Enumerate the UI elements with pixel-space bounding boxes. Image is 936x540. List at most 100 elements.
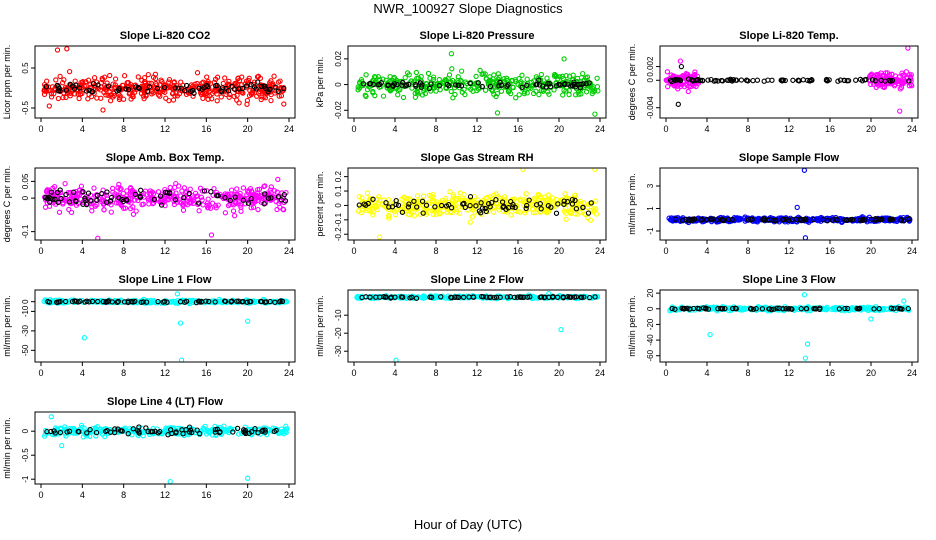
data-point: [125, 298, 131, 304]
data-point: [512, 204, 518, 211]
data-point: [561, 56, 567, 62]
data-points: [355, 51, 601, 117]
data-points: [354, 290, 601, 362]
data-point: [458, 77, 464, 84]
data-point: [281, 85, 287, 92]
data-point: [594, 294, 600, 300]
data-point: [43, 84, 50, 90]
data-point: [467, 80, 473, 87]
data-point: [166, 76, 173, 83]
data-point: [475, 86, 482, 92]
data-point: [64, 46, 70, 52]
data-point: [166, 97, 172, 104]
chart-title: Slope Li-820 Temp.: [739, 30, 838, 42]
data-point: [158, 77, 164, 83]
data-point: [521, 90, 527, 97]
data-point: [412, 81, 419, 88]
data-point: [247, 298, 253, 305]
data-point: [116, 181, 122, 188]
data-point: [105, 83, 112, 89]
data-point: [749, 216, 755, 222]
data-point: [54, 189, 61, 196]
data-point: [478, 200, 484, 206]
y-tick-label: -40: [646, 334, 655, 346]
data-point: [589, 295, 595, 301]
data-point: [524, 76, 530, 82]
data-point: [356, 208, 362, 214]
data-point: [780, 306, 786, 312]
data-point: [689, 216, 696, 222]
data-point: [84, 430, 90, 436]
data-point: [195, 200, 202, 206]
data-point: [580, 204, 586, 211]
data-point: [182, 88, 188, 94]
data-point: [446, 72, 453, 78]
data-point: [460, 294, 467, 300]
data-point: [128, 81, 134, 88]
data-point: [63, 191, 69, 198]
data-point: [178, 200, 185, 206]
y-tick-label: -30: [21, 325, 30, 337]
data-point: [190, 200, 196, 207]
data-point: [512, 208, 519, 214]
data-point: [709, 216, 715, 223]
data-point: [194, 80, 200, 87]
data-point: [463, 293, 469, 300]
data-point: [461, 86, 467, 93]
data-point: [215, 192, 221, 199]
data-point: [71, 86, 78, 92]
data-point: [272, 84, 279, 90]
y-tick-label: 1: [646, 206, 655, 211]
data-point: [48, 428, 54, 435]
x-tick-label: 4: [392, 368, 397, 378]
data-point: [139, 77, 145, 83]
data-point: [574, 211, 581, 217]
data-point: [672, 306, 678, 312]
data-point: [594, 84, 601, 90]
data-point: [274, 189, 280, 195]
data-point: [230, 208, 237, 214]
data-point: [686, 83, 692, 89]
data-point: [54, 299, 60, 306]
data-point: [258, 96, 264, 103]
data-point: [482, 205, 488, 212]
data-point: [394, 81, 400, 88]
data-point: [561, 201, 567, 207]
data-point: [149, 189, 156, 195]
data-point: [504, 294, 510, 300]
data-point: [87, 426, 93, 433]
chart-title: Slope Line 3 Flow: [743, 274, 836, 286]
x-tick-label: 8: [121, 368, 126, 378]
data-point: [793, 216, 799, 223]
data-point: [448, 88, 454, 95]
data-points: [41, 414, 290, 484]
data-point: [811, 216, 817, 223]
data-point: [519, 72, 525, 78]
y-tick-label: -0.1: [21, 224, 30, 238]
data-point: [530, 209, 537, 216]
y-tick-label: -1: [646, 227, 655, 235]
data-point: [561, 198, 567, 204]
data-point: [149, 428, 156, 435]
x-tick-label: 24: [595, 124, 605, 134]
data-point: [418, 73, 424, 80]
data-point: [275, 176, 281, 183]
data-point: [234, 186, 240, 192]
y-tick-label: 0.002: [646, 56, 655, 77]
data-point: [871, 306, 877, 312]
data-point: [566, 87, 572, 94]
data-point: [406, 201, 412, 207]
data-point: [57, 429, 64, 436]
data-point: [239, 85, 246, 92]
data-point: [377, 294, 383, 300]
data-point: [209, 96, 215, 102]
data-point: [558, 326, 564, 333]
data-point: [59, 80, 66, 86]
data-point: [538, 208, 544, 215]
x-tick-label: 4: [80, 368, 85, 378]
data-point: [122, 425, 128, 431]
data-point: [161, 84, 168, 91]
data-point: [222, 210, 229, 216]
data-point: [399, 209, 406, 215]
y-tick-label: 0.05: [21, 173, 30, 189]
